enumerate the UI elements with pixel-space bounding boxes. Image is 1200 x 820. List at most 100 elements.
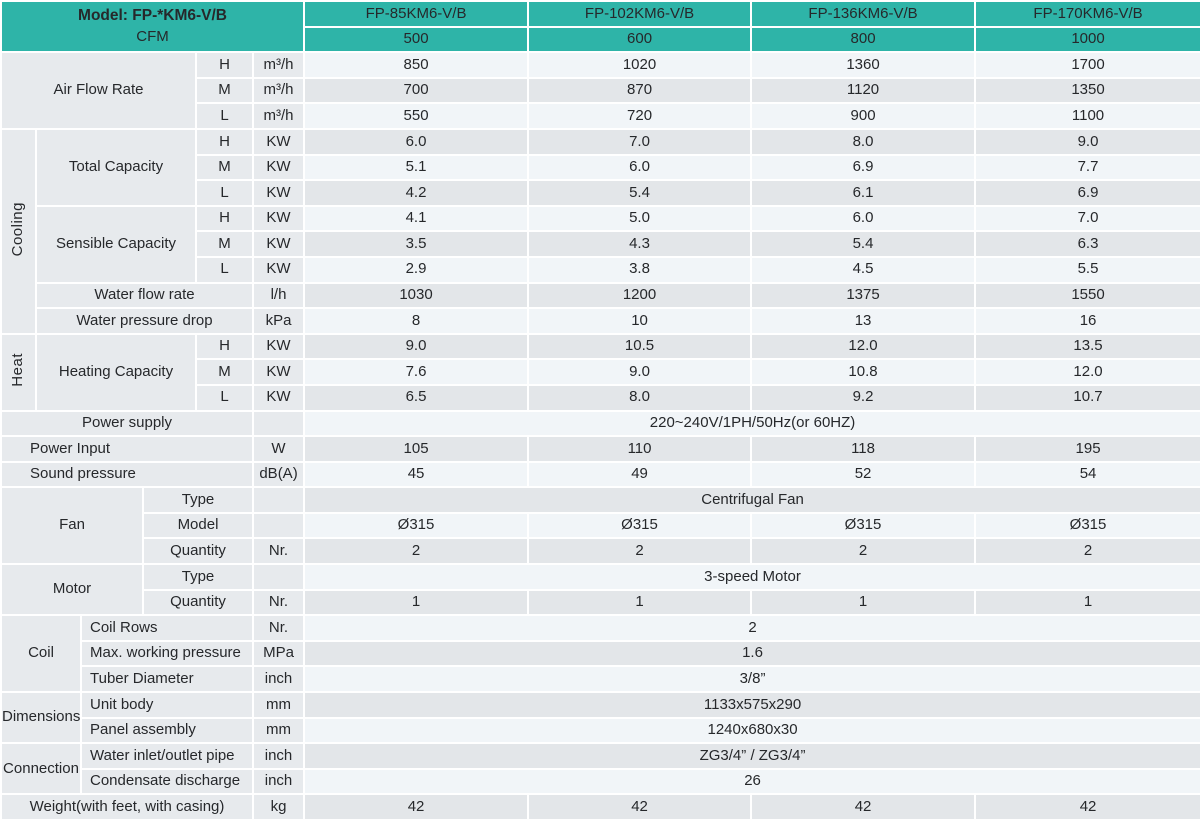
table-row: Heat Heating Capacity H KW 9.0 10.5 12.0… (0, 332, 1200, 412)
condensate-discharge-label: Condensate discharge (80, 767, 254, 796)
cfm-value-cell: 1000 (974, 25, 1200, 54)
unit-label: m³/h (251, 76, 306, 105)
value-cell: 700 (303, 76, 530, 105)
unit-label: Nr. (251, 537, 306, 566)
value-cell: 1 (303, 588, 530, 617)
value-cell: 6.0 (303, 127, 530, 156)
value-cell: 7.6 (303, 358, 530, 386)
table-row: Quantity Nr. 1 1 1 1 (1, 588, 1200, 617)
value-cell: 42 (974, 793, 1200, 820)
value-cell: 2.9 (303, 255, 530, 284)
cfm-value-cell: 500 (303, 25, 530, 54)
value-cell: 10 (527, 307, 753, 335)
water-pipe-label: Water inlet/outlet pipe (80, 742, 254, 770)
value-cell: 54 (974, 460, 1200, 489)
table-row: Sound pressure dB(A) 45 49 52 54 (0, 460, 1200, 489)
tube-diameter-value: 3/8” (303, 665, 1200, 694)
unit-label: KW (251, 127, 306, 156)
table-row: Water pressure drop kPa 8 10 13 16 (1, 307, 1200, 335)
value-cell: 7.0 (974, 204, 1200, 233)
panel-assembly-label: Panel assembly (80, 716, 254, 745)
table-row: Tuber Diameter inch 3/8” (1, 665, 1200, 694)
model-column-header: FP-170KM6-V/B (974, 0, 1200, 28)
value-cell: 9.0 (974, 127, 1200, 156)
unit-label: mm (251, 716, 306, 745)
fan-type-value: Centrifugal Fan (303, 486, 1200, 514)
tube-diameter-label: Tuber Diameter (80, 665, 254, 694)
value-cell: 8 (303, 307, 530, 335)
total-capacity-label: Total Capacity (35, 127, 197, 207)
value-cell: Ø315 (527, 511, 753, 540)
value-cell: 5.4 (750, 230, 977, 258)
value-cell: 42 (750, 793, 977, 820)
unit-label: kg (251, 793, 306, 820)
speed-label: L (195, 255, 254, 284)
value-cell: 8.0 (750, 127, 977, 156)
speed-label: H (195, 204, 254, 233)
value-cell: 6.9 (750, 153, 977, 182)
value-cell: 45 (303, 460, 530, 489)
motor-quantity-label: Quantity (142, 588, 254, 617)
value-cell: 550 (303, 102, 530, 130)
value-cell: Ø315 (974, 511, 1200, 540)
value-cell: 5.4 (527, 179, 753, 207)
value-cell: 10.5 (527, 332, 753, 361)
coil-rows-label: Coil Rows (80, 614, 254, 642)
table-row: Motor Type 3-speed Motor (0, 563, 1200, 617)
value-cell: 1700 (974, 51, 1200, 79)
cooling-group-label: Cooling (0, 127, 37, 335)
unit-label: KW (251, 255, 306, 284)
table-row: Dimensions Unit body mm 1133x575x290 (0, 691, 1200, 745)
unit-label: kPa (251, 307, 306, 335)
unit-label: KW (251, 358, 306, 386)
value-cell: 1 (974, 588, 1200, 617)
unit-label: dB(A) (251, 460, 306, 489)
unit-label-empty (251, 486, 306, 514)
value-cell: 9.0 (527, 358, 753, 386)
value-cell: 6.5 (303, 383, 530, 412)
value-cell: 1200 (527, 281, 753, 310)
panel-assembly-value: 1240x680x30 (303, 716, 1200, 745)
speed-label: M (195, 358, 254, 386)
value-cell: 5.0 (527, 204, 753, 233)
table-row: Fan Type Centrifugal Fan (0, 486, 1200, 566)
unit-label-empty (251, 409, 306, 438)
value-cell: 105 (303, 435, 530, 463)
value-cell: 6.3 (974, 230, 1200, 258)
unit-label: inch (251, 742, 306, 770)
unit-label: m³/h (251, 102, 306, 130)
table-row: Quantity Nr. 2 2 2 2 (1, 537, 1200, 566)
value-cell: 4.5 (750, 255, 977, 284)
value-cell: 2 (750, 537, 977, 566)
value-cell: 118 (750, 435, 977, 463)
value-cell: 13.5 (974, 332, 1200, 361)
unit-label: Nr. (251, 588, 306, 617)
value-cell: 42 (527, 793, 753, 820)
value-cell: Ø315 (750, 511, 977, 540)
table-row: Power Input W 105 110 118 195 (0, 435, 1200, 463)
unit-label: KW (251, 204, 306, 233)
speed-label: H (195, 127, 254, 156)
power-supply-value: 220~240V/1PH/50Hz(or 60HZ) (303, 409, 1200, 438)
cooling-group-text: Cooling (9, 201, 27, 257)
speed-label: M (195, 76, 254, 105)
value-cell: 1350 (974, 76, 1200, 105)
fan-model-label: Model (142, 511, 254, 540)
value-cell: 9.2 (750, 383, 977, 412)
table-row-cfm: 500 600 800 1000 (1, 25, 1200, 54)
dimensions-group-label: Dimensions (0, 691, 82, 745)
water-flow-rate-label: Water flow rate (35, 281, 254, 310)
table-row: Water flow rate l/h 1030 1200 1375 1550 (1, 281, 1200, 310)
motor-type-label: Type (142, 563, 254, 591)
unit-label: Nr. (251, 614, 306, 642)
corner-header: Model: FP-*KM6-V/B CFM (0, 0, 306, 54)
coil-group-label: Coil (0, 614, 82, 694)
value-cell: 4.3 (527, 230, 753, 258)
heating-capacity-label: Heating Capacity (35, 332, 197, 412)
motor-type-value: 3-speed Motor (303, 563, 1200, 591)
value-cell: 870 (527, 76, 753, 105)
value-cell: 6.0 (527, 153, 753, 182)
value-cell: 13 (750, 307, 977, 335)
table-row: M m³/h 700 870 1120 1350 (1, 76, 1200, 105)
coil-rows-value: 2 (303, 614, 1200, 642)
